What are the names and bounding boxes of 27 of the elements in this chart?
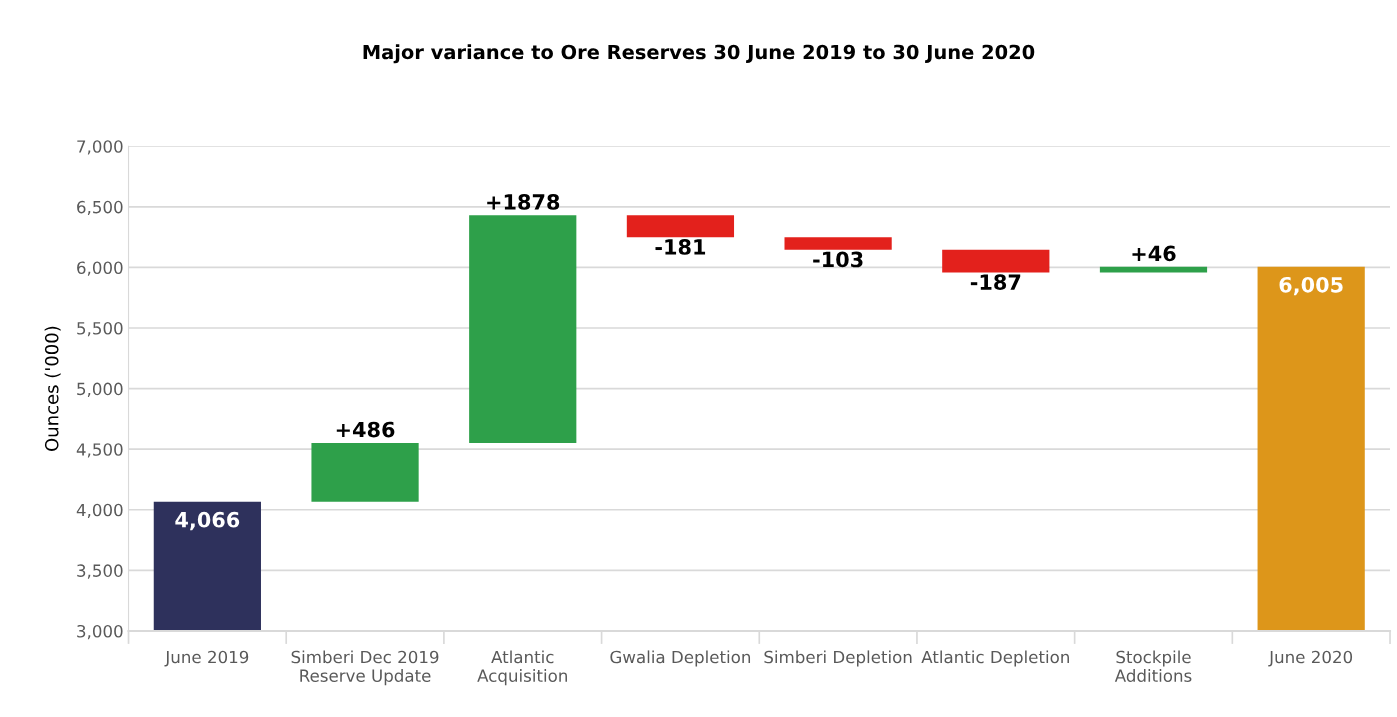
data-label: -103 <box>813 251 863 268</box>
x-tick-label: Simberi Depletion <box>764 650 912 667</box>
data-label: 6,005 <box>1279 276 1343 296</box>
y-tick-label: 6,500 <box>77 200 123 216</box>
x-tick-label: Stockpile Additions <box>1114 650 1192 682</box>
x-tick-label: Atlantic Acquisition <box>477 650 567 686</box>
data-label: +486 <box>336 421 395 438</box>
x-tick-label: Simberi Dec 2019 Reserve Update <box>291 650 439 686</box>
y-axis-title: Ounces ('000) <box>44 326 61 451</box>
y-tick-label: 5,500 <box>77 321 123 337</box>
data-label: -181 <box>655 239 706 255</box>
y-tick-label: 6,000 <box>77 261 123 276</box>
y-tick-label: 7,000 <box>77 140 123 155</box>
y-tick-label: 5,000 <box>77 382 123 397</box>
x-tick-label: Atlantic Depletion <box>921 650 1069 667</box>
y-tick-label: 3,500 <box>77 564 123 579</box>
chart-title: Major variance to Ore Reserves 30 June 2019 to 30 June 2020 <box>363 44 1035 64</box>
x-tick-label: June 2019 <box>164 650 249 667</box>
x-tick-label: Gwalia Depletion <box>610 650 751 667</box>
data-label: +46 <box>1132 245 1176 262</box>
data-label: 4,066 <box>175 511 240 531</box>
y-tick-label: 4,500 <box>76 443 123 458</box>
y-tick-label: 4,000 <box>76 503 123 519</box>
data-label: -187 <box>970 274 1021 290</box>
y-tick-label: 3,000 <box>77 624 123 640</box>
data-label: +1878 <box>487 194 560 210</box>
x-tick-label: June 2020 <box>1268 650 1353 667</box>
